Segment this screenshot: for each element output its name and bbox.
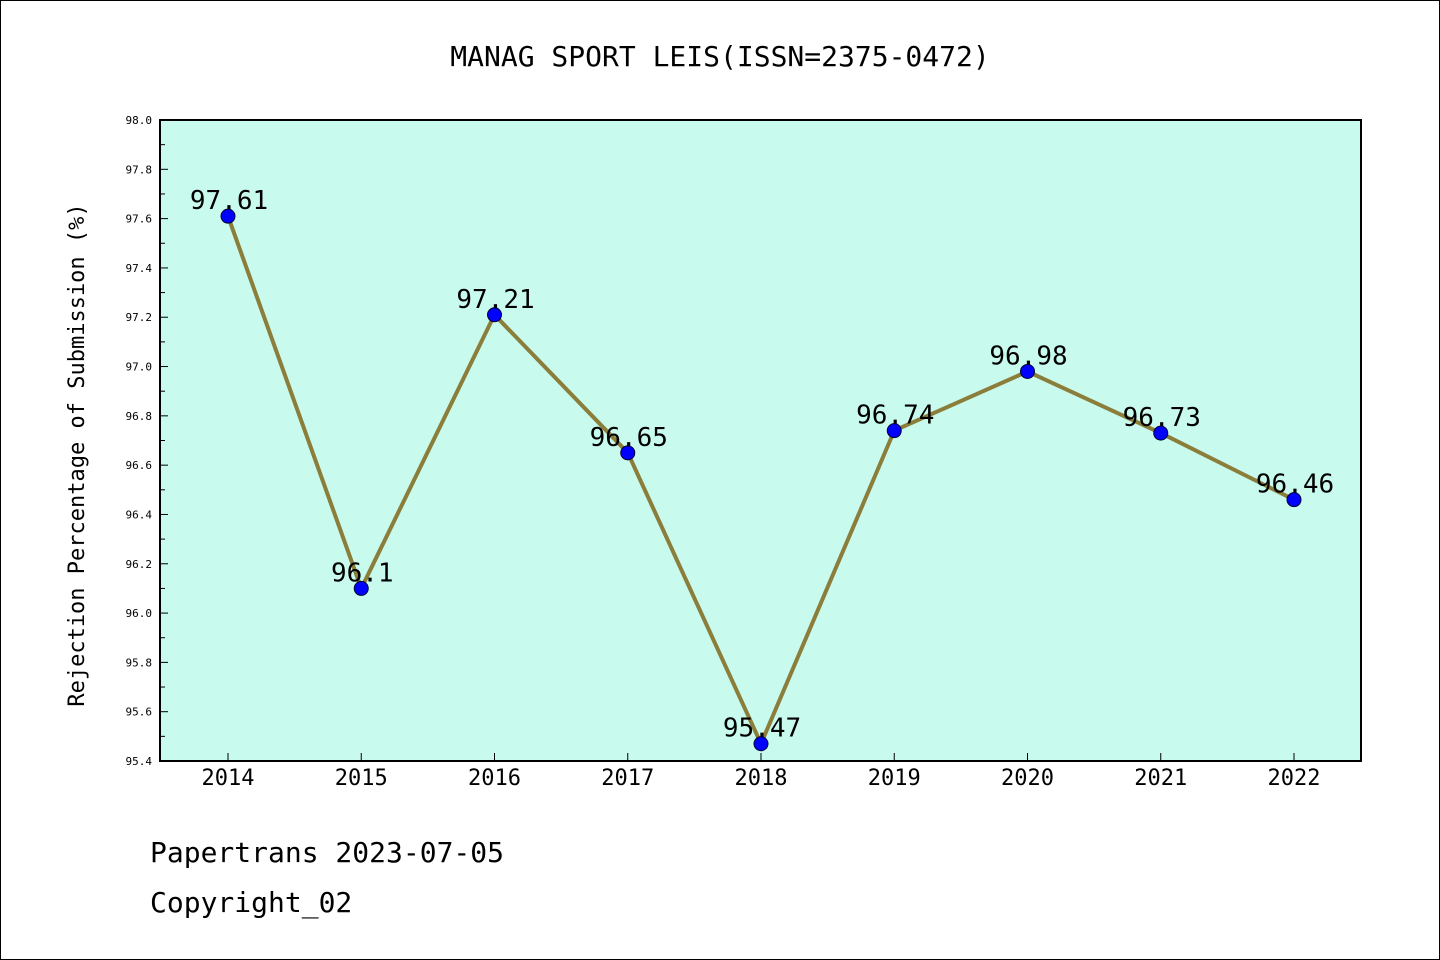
x-tick-label: 2016 <box>468 766 521 791</box>
data-label: 97.61 <box>190 186 268 216</box>
data-markers <box>220 208 1302 752</box>
data-point <box>753 736 769 752</box>
y-axis-ticks: 95.4 95.6 95.8 96.0 96.2 96.4 96.6 96.8 97.0 97.2… <box>126 114 168 768</box>
x-tick-label: 2014 <box>202 766 255 791</box>
source-footer: Papertrans 2023-07-05 <box>150 836 505 869</box>
y-tick-label: 98.0 <box>126 114 153 127</box>
data-label: 96.1 <box>331 558 394 588</box>
data-label: 96.98 <box>989 341 1067 371</box>
data-label: 96.74 <box>856 401 934 431</box>
x-axis-ticks: 2014 2015 2016 2017 2018 2019 2020 2021 2022 <box>202 753 1321 791</box>
y-tick-label: 97.4 <box>126 262 153 275</box>
data-point <box>353 580 369 596</box>
copyright-footer: Copyright_02 <box>150 886 353 919</box>
y-axis-label: Rejection Percentage of Submission (%) <box>65 203 90 706</box>
data-labels: 97.61 96.1 97.21 96.65 95.47 96.74 96.98 96.73 9… <box>190 186 1334 744</box>
y-tick-label: 95.8 <box>126 656 153 669</box>
y-tick-label: 97.2 <box>126 311 153 324</box>
data-point <box>620 445 636 461</box>
y-tick-label: 97.8 <box>126 163 153 176</box>
data-point <box>886 423 902 439</box>
data-label: 96.73 <box>1123 403 1201 433</box>
data-point <box>487 307 502 323</box>
plot-area <box>159 119 1362 762</box>
x-tick-label: 2017 <box>601 766 654 791</box>
x-tick-label: 2020 <box>1001 766 1054 791</box>
y-tick-label: 97.6 <box>126 213 153 226</box>
x-tick-label: 2022 <box>1268 766 1321 791</box>
data-point <box>1153 425 1169 441</box>
y-tick-label: 95.6 <box>126 706 153 719</box>
y-tick-label: 97.0 <box>126 361 153 374</box>
y-tick-label: 96.6 <box>126 459 153 472</box>
y-tick-label: 95.4 <box>126 755 153 768</box>
x-tick-label: 2019 <box>868 766 921 791</box>
data-label: 96.46 <box>1256 470 1334 500</box>
x-tick-label: 2018 <box>735 766 788 791</box>
data-point <box>1286 492 1302 508</box>
data-label: 95.47 <box>723 714 801 744</box>
data-label: 97.21 <box>456 285 534 315</box>
x-tick-label: 2015 <box>335 766 388 791</box>
y-tick-label: 96.2 <box>126 558 153 571</box>
chart-title: MANAG SPORT LEIS(ISSN=2375-0472) <box>450 40 989 73</box>
y-tick-label: 96.4 <box>126 508 153 521</box>
y-tick-label: 96.0 <box>126 607 153 620</box>
data-point <box>220 208 236 224</box>
data-label: 96.65 <box>590 423 668 453</box>
data-point <box>1020 363 1035 379</box>
y-tick-label: 96.8 <box>126 410 153 423</box>
x-tick-label: 2021 <box>1134 766 1187 791</box>
